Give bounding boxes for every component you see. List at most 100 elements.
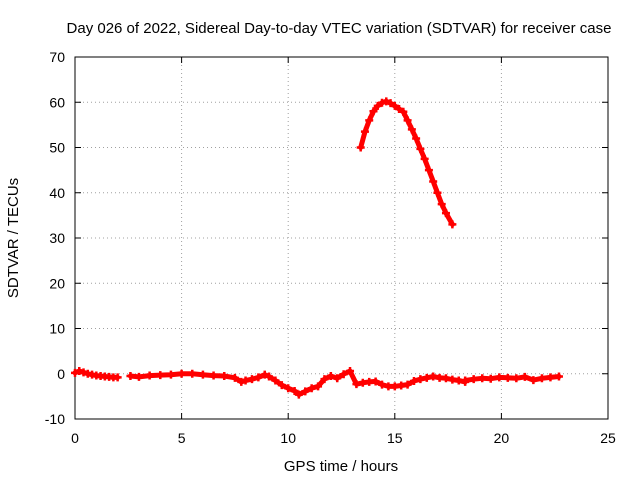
data-point	[356, 143, 365, 152]
y-tick-label: 0	[57, 366, 65, 382]
data-point	[134, 372, 143, 381]
data-point	[71, 368, 79, 377]
data-point	[75, 367, 84, 376]
y-tick-label: 20	[49, 275, 65, 291]
data-point	[352, 380, 361, 389]
data-point	[441, 374, 450, 383]
data-point	[230, 373, 239, 382]
data-point	[403, 380, 412, 389]
data-point	[284, 384, 293, 393]
data-point	[422, 373, 431, 382]
data-point	[554, 372, 563, 381]
data-point	[145, 371, 154, 380]
data-point	[546, 373, 555, 382]
data-point	[416, 144, 425, 153]
data-point	[365, 116, 374, 125]
data-point	[433, 188, 442, 197]
y-tick-label: 70	[49, 49, 65, 65]
data-point	[320, 375, 329, 384]
chart-title: Day 026 of 2022, Sidereal Day-to-day VTE…	[67, 20, 612, 37]
data-point	[461, 376, 470, 385]
data-point	[198, 370, 207, 379]
data-point	[369, 107, 378, 116]
y-tick-label: 10	[49, 321, 65, 337]
x-tick-label: 5	[178, 430, 186, 446]
data-point	[429, 177, 438, 186]
data-point	[265, 372, 274, 381]
data-point	[326, 372, 335, 381]
series-line	[358, 98, 455, 227]
data-point	[503, 373, 512, 382]
data-point	[486, 374, 495, 383]
y-tick-label: -10	[45, 411, 65, 427]
data-point	[382, 97, 391, 106]
series-layer	[71, 97, 563, 399]
y-tick-label: 60	[49, 94, 65, 110]
tick-layer: 0 5 10 15 20 25 -10 0 10 20 30 40 50 60 70	[45, 49, 616, 446]
x-axis-title: GPS time / hours	[284, 458, 398, 475]
data-point	[469, 375, 478, 384]
data-point	[294, 390, 303, 399]
data-point	[188, 369, 197, 378]
data-point	[407, 125, 416, 134]
data-point	[156, 371, 165, 380]
data-point	[220, 372, 229, 381]
data-point	[395, 105, 404, 114]
data-point	[314, 382, 323, 391]
data-point	[512, 374, 521, 383]
y-axis-title: SDTVAR / TECUs	[5, 178, 22, 298]
data-point	[237, 377, 246, 386]
data-point	[247, 375, 256, 384]
data-point	[429, 372, 438, 381]
data-point	[437, 200, 446, 209]
data-point	[177, 369, 186, 378]
data-point	[301, 387, 310, 396]
data-point	[209, 371, 218, 380]
data-point	[399, 107, 408, 116]
data-point	[126, 372, 135, 381]
data-point	[371, 377, 380, 386]
data-point	[260, 370, 269, 379]
series-arc-3	[461, 372, 563, 385]
data-point	[113, 373, 122, 382]
grid-layer	[75, 57, 608, 419]
x-tick-label: 20	[494, 430, 510, 446]
data-point	[333, 374, 342, 383]
data-point	[271, 376, 280, 385]
y-tick-label: 30	[49, 230, 65, 246]
data-point	[478, 374, 487, 383]
data-point	[448, 220, 457, 229]
data-point	[241, 376, 250, 385]
data-point	[520, 372, 529, 381]
data-point	[495, 373, 504, 382]
data-point	[378, 380, 387, 389]
data-point	[290, 386, 299, 395]
data-point	[277, 381, 286, 390]
data-point	[420, 154, 429, 163]
data-point	[254, 373, 263, 382]
data-point	[79, 368, 88, 377]
data-point	[386, 99, 395, 108]
data-point	[537, 374, 546, 383]
series-arc-1	[71, 367, 122, 382]
x-tick-label: 15	[387, 430, 403, 446]
plot-frame	[74, 56, 609, 420]
x-tick-label: 0	[71, 430, 79, 446]
y-tick-label: 40	[49, 185, 65, 201]
data-point	[378, 98, 387, 107]
x-tick-label: 10	[280, 430, 296, 446]
data-point	[307, 384, 316, 393]
data-point	[424, 166, 433, 175]
data-point	[360, 127, 369, 136]
data-point	[416, 375, 425, 384]
data-point	[412, 134, 421, 143]
series-arc-4	[356, 97, 457, 229]
data-point	[529, 376, 538, 385]
data-point	[441, 209, 450, 218]
data-point	[166, 370, 175, 379]
data-point	[346, 367, 355, 376]
data-point	[390, 101, 399, 110]
data-point	[339, 370, 348, 379]
data-point	[409, 376, 418, 385]
